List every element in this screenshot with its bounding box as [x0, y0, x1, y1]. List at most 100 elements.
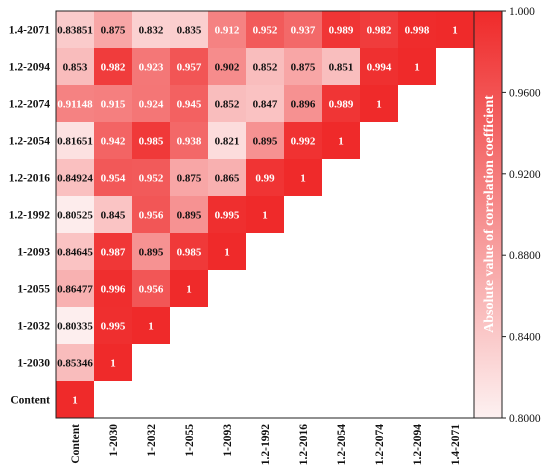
- heatmap-cell: [284, 159, 322, 196]
- cell-value-label: 0.847: [253, 99, 278, 111]
- heatmap-cell: [56, 122, 94, 159]
- heatmap-cell: [56, 233, 94, 270]
- heatmap-cell: [170, 48, 208, 85]
- heatmap-cell: [56, 381, 94, 418]
- colorbar-ticks: 0.8000 0.8400 0.8800 0.9200 0.9600 1.000: [502, 6, 541, 425]
- cell-value-label: 0.989: [329, 99, 354, 111]
- heatmap-cell: [208, 11, 246, 48]
- cell-value-label: 1: [186, 284, 192, 296]
- heatmap-cell: [94, 196, 132, 233]
- heatmap-cell: [56, 344, 94, 381]
- heatmap-cell: [246, 48, 284, 85]
- row-label: 1-2032: [17, 321, 50, 333]
- cell-value-label: 0.957: [177, 62, 202, 74]
- cell-value-label: 0.875: [177, 173, 202, 185]
- cell-value-label: 1: [300, 173, 306, 185]
- heatmap-cell: [94, 48, 132, 85]
- heatmap-cell: [94, 159, 132, 196]
- heatmap-cell: [284, 48, 322, 85]
- heatmap-cell: [170, 270, 208, 307]
- colorbar-tick-label: 0.8000: [509, 413, 541, 425]
- cell-value-label: 0.945: [177, 99, 202, 111]
- row-label: 1.2-1992: [9, 210, 50, 222]
- cell-value-label: 0.938: [177, 136, 202, 148]
- heatmap-cell: [322, 48, 360, 85]
- cell-value-label: 0.952: [253, 25, 278, 37]
- cell-value-label: 0.99: [255, 173, 275, 185]
- cell-value-label: 1: [414, 62, 420, 74]
- heatmap-cell: [170, 11, 208, 48]
- heatmap-cell: [56, 196, 94, 233]
- row-label: 1-2093: [17, 247, 50, 259]
- column-label: 1.2-2074: [374, 424, 386, 465]
- cell-value-label: 0.835: [177, 25, 202, 37]
- colorbar-tick-label: 0.9200: [509, 169, 541, 181]
- heatmap-cell: [132, 233, 170, 270]
- heatmap-cell: [208, 122, 246, 159]
- heatmap-cell: [246, 85, 284, 122]
- cell-value-label: 0.852: [215, 99, 240, 111]
- heatmap-cell: [170, 159, 208, 196]
- heatmap-cell: [56, 270, 94, 307]
- heatmap-cell: [360, 48, 398, 85]
- cell-value-label: 0.954: [101, 173, 126, 185]
- cell-value-label: 0.84645: [57, 247, 93, 259]
- row-label: 1.4-2071: [9, 25, 50, 37]
- cell-value-label: 0.982: [367, 25, 392, 37]
- heatmap-cell: [132, 159, 170, 196]
- cell-value-label: 0.80525: [57, 210, 93, 222]
- cell-value-label: 0.845: [101, 210, 126, 222]
- row-label: 1-2030: [17, 358, 50, 370]
- heatmap-cell: [94, 344, 132, 381]
- heatmap-cell: [322, 11, 360, 48]
- heatmap-cell: [170, 122, 208, 159]
- heatmap-cell: [94, 11, 132, 48]
- heatmap-cell: [56, 85, 94, 122]
- heatmap-cell: [132, 48, 170, 85]
- heatmap-cell: [246, 159, 284, 196]
- cell-value-label: 0.982: [101, 62, 126, 74]
- cell-value-label: 0.996: [101, 284, 126, 296]
- heatmap-cell: [56, 159, 94, 196]
- row-labels: 1.4-2071 1.2-2094 1.2-2074 1.2-2054 1.2-2016…: [9, 25, 50, 407]
- cell-value-label: 1: [72, 395, 78, 407]
- heatmap-cell: [132, 85, 170, 122]
- heatmap-cell: [132, 270, 170, 307]
- row-label: 1.2-2094: [9, 62, 50, 74]
- cell-value-label: 0.998: [405, 25, 430, 37]
- row-label: 1.2-2016: [9, 173, 50, 185]
- cell-value-label: 0.994: [367, 62, 392, 74]
- heatmap-cell: [284, 122, 322, 159]
- row-label: 1.2-2054: [9, 136, 50, 148]
- cell-value-label: 0.84924: [57, 173, 93, 185]
- cell-value-label: 0.895: [253, 136, 278, 148]
- heatmap-cell: [208, 85, 246, 122]
- heatmap-cell: [284, 85, 322, 122]
- colorbar-title: Absolute value of correlation coefficien…: [482, 95, 497, 333]
- cell-value-label: 0.923: [139, 62, 164, 74]
- cell-value-label: 0.942: [101, 136, 126, 148]
- cell-value-label: 0.86477: [57, 284, 93, 296]
- heatmap-cell: [170, 85, 208, 122]
- cell-value-label: 0.85346: [57, 358, 93, 370]
- cell-value-label: 0.896: [291, 99, 316, 111]
- heatmap-cell: [436, 11, 474, 48]
- column-label: 1.2-2094: [412, 424, 424, 465]
- cell-value-label: 0.875: [101, 25, 126, 37]
- column-label: 1-2032: [146, 424, 158, 457]
- heatmap-cell: [322, 122, 360, 159]
- colorbar-tick-label: 1.000: [509, 6, 535, 18]
- cell-value-label: 0.995: [101, 321, 126, 333]
- cell-value-label: 0.937: [291, 25, 316, 37]
- heatmap-cell: [94, 233, 132, 270]
- cell-value-label: 0.912: [215, 25, 240, 37]
- heatmap-cell: [132, 196, 170, 233]
- column-labels: Content 1-2030 1-2032 1-2055 1-2093 1.2-1992 1…: [70, 424, 462, 465]
- colorbar-gradient: [473, 10, 503, 419]
- column-label: 1.2-2054: [336, 424, 348, 465]
- colorbar-tick-label: 0.8400: [509, 332, 541, 344]
- heatmap-cell: [132, 11, 170, 48]
- heatmap-cell: [56, 48, 94, 85]
- heatmap-cell: [284, 11, 322, 48]
- heatmap-cell: [94, 270, 132, 307]
